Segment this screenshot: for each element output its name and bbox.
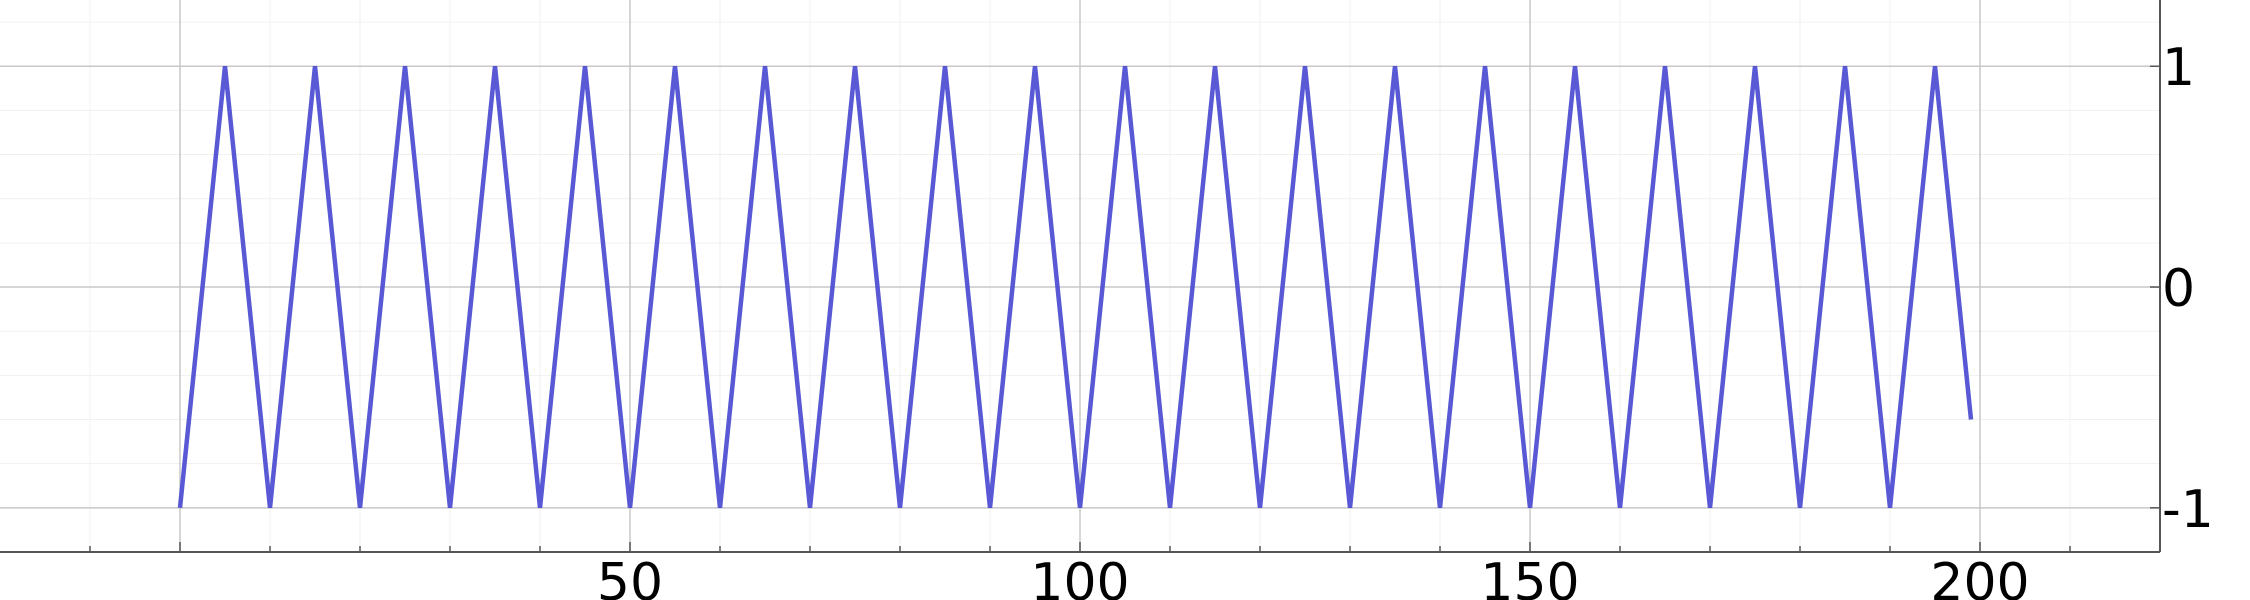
data-point xyxy=(765,66,766,67)
x-tick-label: 100 xyxy=(1030,553,1129,600)
data-point xyxy=(1800,507,1801,508)
major-grid xyxy=(0,0,2160,552)
data-point xyxy=(1350,507,1351,508)
tick-labels: 50 100 150 200 1 0 -1 xyxy=(597,38,2214,600)
data-point xyxy=(1971,419,1972,420)
data-point xyxy=(1890,507,1891,508)
data-point xyxy=(450,507,451,508)
data-point xyxy=(720,507,721,508)
data-point xyxy=(945,66,946,67)
axes xyxy=(0,0,2161,553)
data-point xyxy=(810,507,811,508)
data-point xyxy=(1665,66,1666,67)
data-point xyxy=(1440,507,1441,508)
data-point xyxy=(1485,66,1486,67)
series-line xyxy=(177,65,1974,509)
y-tick-label: 0 xyxy=(2162,259,2195,319)
data-point xyxy=(315,66,316,67)
data-point xyxy=(495,66,496,67)
data-point xyxy=(1620,507,1621,508)
x-tick-label: 150 xyxy=(1480,553,1579,600)
data-point xyxy=(180,507,181,508)
data-point xyxy=(1755,66,1756,67)
data-point xyxy=(1080,507,1081,508)
data-point xyxy=(900,507,901,508)
data-point xyxy=(630,507,631,508)
data-point xyxy=(405,66,406,67)
data-point xyxy=(1530,507,1531,508)
y-tick-label: 1 xyxy=(2162,38,2195,98)
data-point xyxy=(1395,66,1396,67)
data-point xyxy=(585,66,586,67)
data-point xyxy=(1260,507,1261,508)
x-tick-label: 50 xyxy=(597,553,663,600)
data-point xyxy=(1125,66,1126,67)
data-point xyxy=(1035,66,1036,67)
data-point xyxy=(1845,66,1846,67)
data-point xyxy=(270,507,271,508)
data-point xyxy=(675,66,676,67)
data-point xyxy=(225,66,226,67)
data-point xyxy=(540,507,541,508)
data-point xyxy=(1575,66,1576,67)
data-point xyxy=(1215,66,1216,67)
data-point xyxy=(1170,507,1171,508)
data-point xyxy=(1935,66,1936,67)
data-point xyxy=(360,507,361,508)
data-point xyxy=(1305,66,1306,67)
data-point xyxy=(1710,507,1711,508)
data-point xyxy=(990,507,991,508)
x-tick-label: 200 xyxy=(1930,553,2029,600)
y-tick-label: -1 xyxy=(2162,480,2214,540)
data-point xyxy=(855,66,856,67)
series xyxy=(177,65,1974,509)
